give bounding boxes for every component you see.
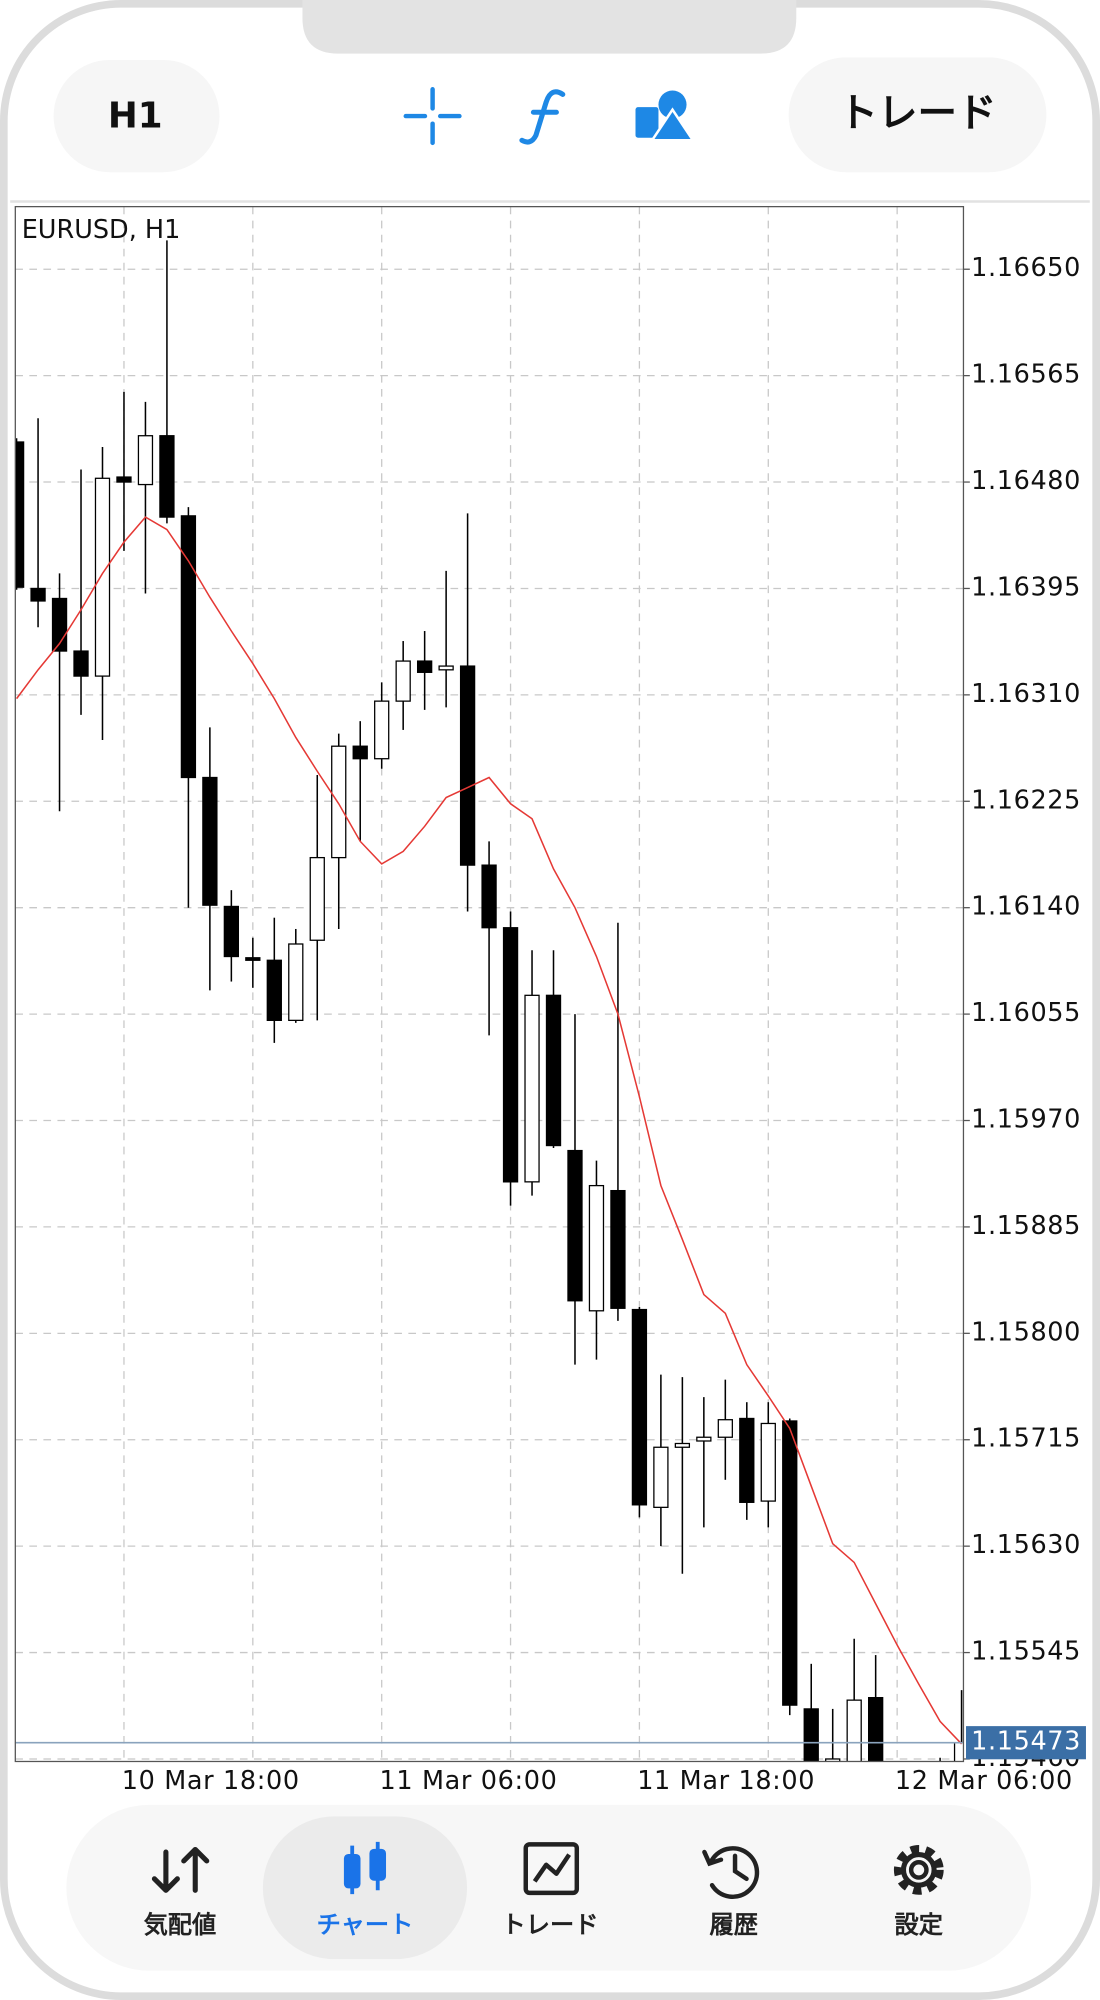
candle-body bbox=[502, 927, 519, 1183]
y-tick-label: 1.15630 bbox=[971, 1530, 1081, 1560]
candle-body bbox=[631, 1308, 648, 1506]
candle-body bbox=[202, 776, 218, 906]
crosshair-icon[interactable] bbox=[403, 87, 462, 146]
tab-label[interactable]: 設定 bbox=[895, 1910, 943, 1939]
indicator-icon[interactable] bbox=[519, 89, 566, 145]
candle-body bbox=[545, 994, 562, 1147]
candle-body bbox=[374, 700, 390, 760]
candle-body bbox=[524, 994, 540, 1183]
y-tick-label: 1.15885 bbox=[971, 1211, 1081, 1241]
candle-body bbox=[567, 1149, 583, 1302]
quotes-icon bbox=[151, 1846, 210, 1893]
candle-body bbox=[760, 1422, 776, 1502]
candle-body bbox=[588, 1184, 605, 1312]
timeframe-button[interactable] bbox=[53, 59, 220, 173]
candle-body bbox=[116, 476, 132, 483]
y-tick-label: 1.16310 bbox=[971, 679, 1081, 709]
candle-body bbox=[352, 745, 368, 760]
candle-body bbox=[245, 957, 261, 961]
candle-body bbox=[30, 587, 46, 602]
trade-tab-icon bbox=[523, 1842, 580, 1896]
y-tick-label: 1.16140 bbox=[971, 892, 1081, 922]
tab-label[interactable]: チャート bbox=[317, 1910, 414, 1939]
x-tick-label: 12 Mar 06:00 bbox=[895, 1766, 1073, 1796]
objects-icon[interactable] bbox=[635, 90, 696, 142]
tab-bar bbox=[66, 1804, 1032, 1971]
x-tick-label: 10 Mar 18:00 bbox=[122, 1766, 300, 1796]
candle-body bbox=[739, 1417, 755, 1503]
tab-label[interactable]: 履歴 bbox=[710, 1910, 758, 1939]
axes: 1.16650 1.16565 1.16480 1.16395 1.16310 1.162… bbox=[122, 253, 1086, 1796]
y-tick-label: 1.16225 bbox=[971, 785, 1081, 815]
candle-body bbox=[94, 477, 111, 677]
y-tick-label: 1.15800 bbox=[971, 1317, 1081, 1347]
candle-body bbox=[782, 1420, 798, 1706]
y-tick-label: 1.16650 bbox=[971, 253, 1081, 283]
y-tick-label: 1.16055 bbox=[971, 998, 1081, 1028]
candle-body bbox=[846, 1699, 862, 1762]
candle-body bbox=[159, 435, 175, 518]
notch bbox=[302, 0, 797, 54]
candle-body bbox=[223, 905, 240, 958]
trade-button-label: トレード bbox=[838, 91, 996, 137]
y-tick-label: 1.16395 bbox=[971, 572, 1081, 602]
plot-border bbox=[14, 205, 965, 1763]
candle-body bbox=[266, 959, 282, 1021]
candle-body bbox=[674, 1442, 691, 1448]
history-icon bbox=[702, 1846, 760, 1899]
y-tick-label: 1.15545 bbox=[971, 1637, 1081, 1667]
y-tick-label: 1.16480 bbox=[971, 466, 1081, 496]
candle-body bbox=[288, 943, 304, 1021]
tab-label[interactable]: 気配値 bbox=[144, 1910, 217, 1939]
candle-body bbox=[717, 1419, 733, 1438]
x-tick-label: 11 Mar 06:00 bbox=[379, 1766, 557, 1796]
chart-title: EURUSD, H1 bbox=[22, 215, 181, 245]
candle-body bbox=[868, 1696, 884, 1762]
candle-body bbox=[438, 665, 454, 671]
current-price-label: 1.15473 bbox=[971, 1727, 1081, 1757]
candle-body bbox=[416, 660, 433, 673]
chart-tab-icon bbox=[343, 1841, 387, 1895]
candle-body bbox=[696, 1436, 712, 1442]
candle-body bbox=[73, 650, 89, 677]
y-tick-label: 1.15970 bbox=[971, 1105, 1081, 1135]
y-tick-label: 1.16565 bbox=[971, 360, 1081, 390]
candle-body bbox=[481, 864, 497, 929]
active-tab-background bbox=[262, 1816, 468, 1960]
candle-body bbox=[15, 441, 25, 588]
settings-icon bbox=[893, 1845, 944, 1895]
candle-body bbox=[180, 515, 197, 779]
current-price-box bbox=[966, 1726, 1086, 1760]
tabs: 気配値 チャート トレード 履歴 設定 bbox=[144, 1910, 943, 1939]
candle-body bbox=[331, 745, 347, 859]
y-tick-label: 1.15715 bbox=[971, 1424, 1081, 1454]
moving-average-line bbox=[15, 516, 963, 1745]
candle-body bbox=[653, 1446, 669, 1508]
candle-body bbox=[803, 1708, 819, 1762]
candle-body bbox=[395, 660, 411, 702]
candle-body bbox=[309, 856, 325, 941]
candle-body bbox=[459, 665, 476, 866]
plot-area bbox=[15, 240, 964, 1762]
timeframe-label: H1 bbox=[108, 95, 163, 136]
tab-label[interactable]: トレード bbox=[502, 1910, 599, 1939]
candle-body bbox=[137, 435, 154, 486]
trade-button[interactable] bbox=[788, 57, 1047, 173]
candle-body bbox=[610, 1189, 626, 1309]
x-tick-label: 11 Mar 18:00 bbox=[637, 1766, 815, 1796]
